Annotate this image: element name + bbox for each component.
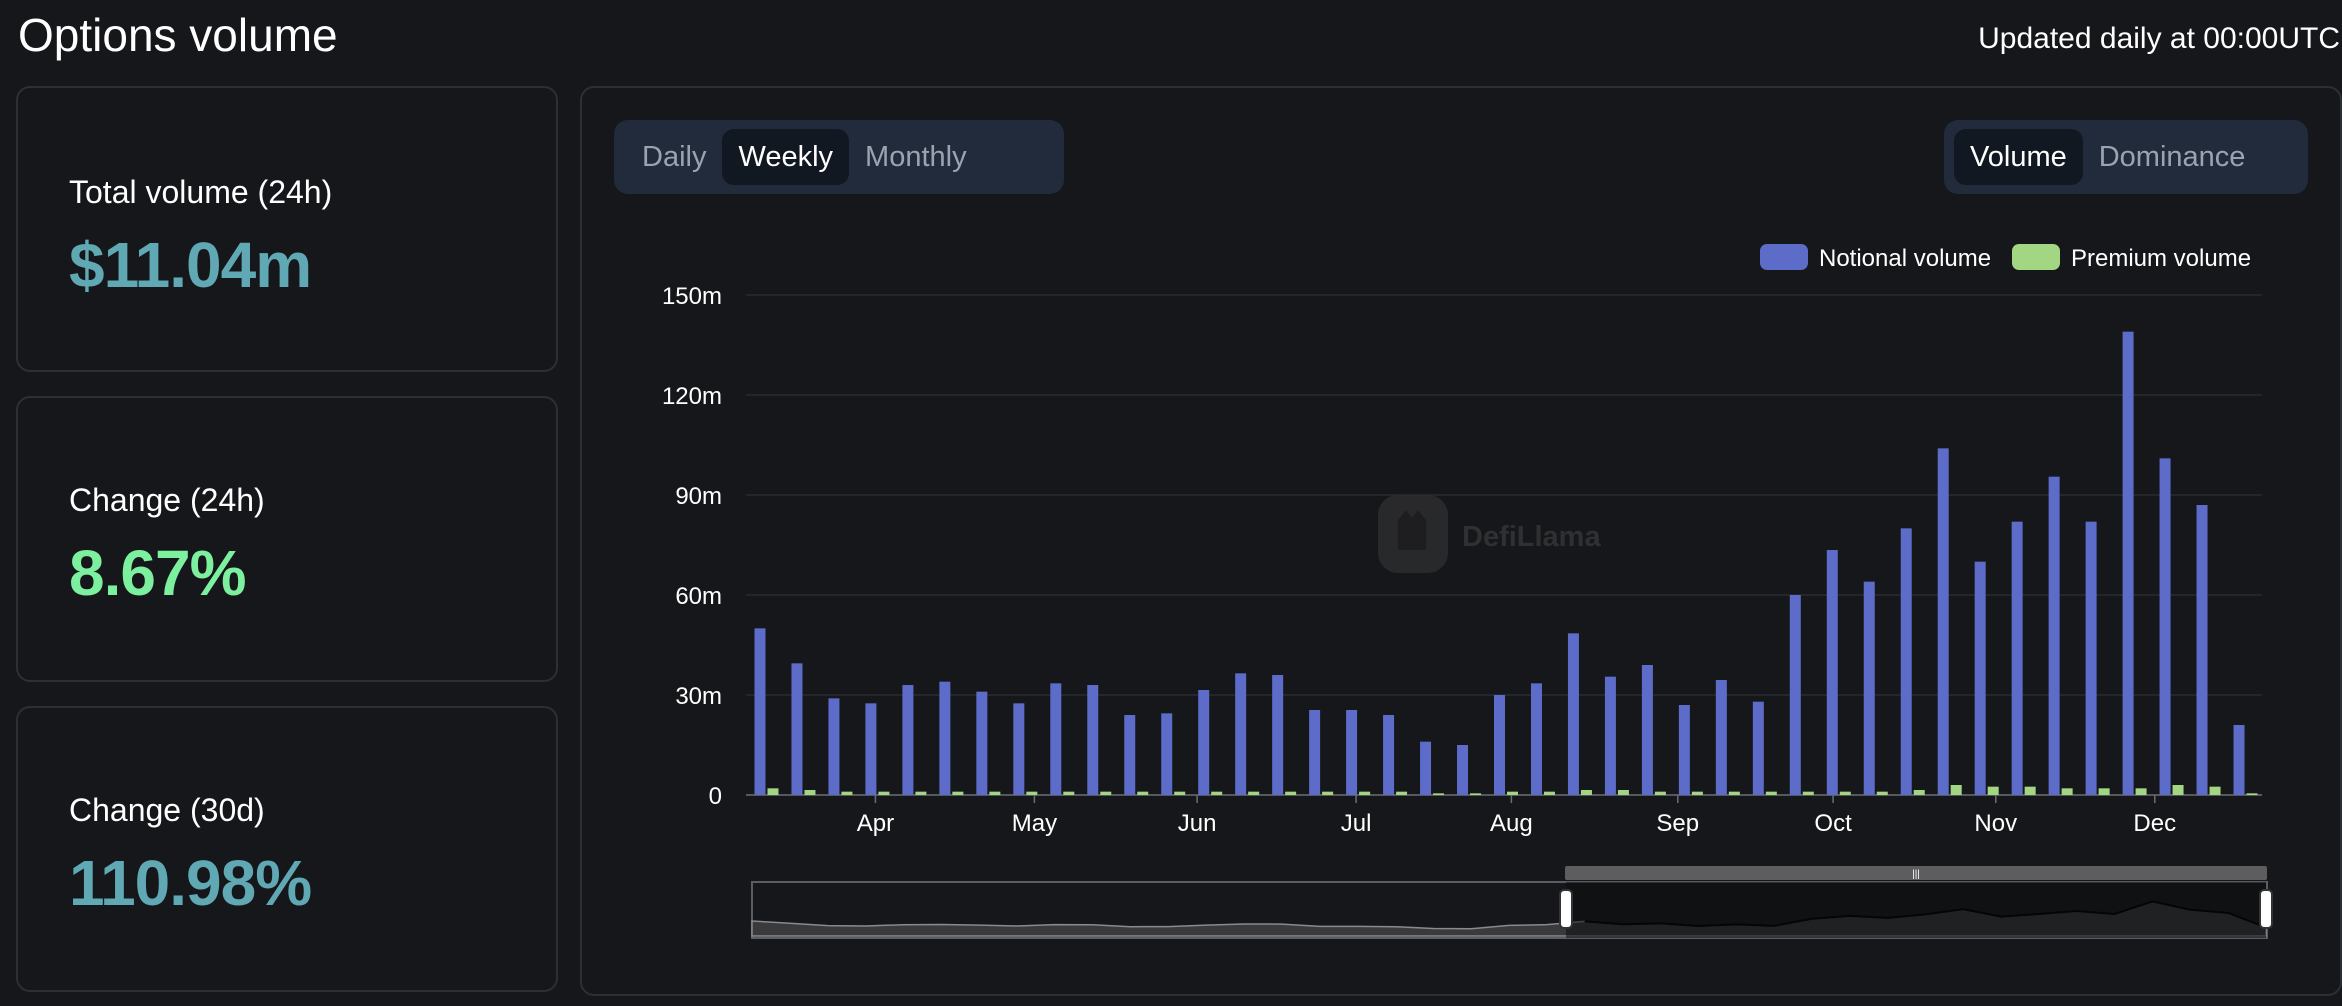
stat-label: Total volume (24h) (69, 174, 333, 210)
update-notice: Updated daily at 00:00UTC (1978, 22, 2340, 55)
view-dominance-button[interactable]: Dominance (2098, 141, 2246, 173)
view-volume-button[interactable]: Volume (1954, 129, 2083, 185)
chart-panel: Daily Weekly Monthly Volume Dominance (580, 86, 2342, 996)
page-title: Options volume (18, 9, 338, 61)
period-toggle: Daily Weekly Monthly (614, 120, 1064, 194)
stat-card-change-30d: Change (30d) 110.98% (16, 706, 558, 992)
stat-value: 8.67% (69, 537, 246, 609)
period-monthly-button[interactable]: Monthly (865, 141, 967, 173)
stat-label: Change (30d) (69, 792, 265, 828)
view-toggle: Volume Dominance (1944, 120, 2308, 194)
stat-card-total-volume: Total volume (24h) $11.04m (16, 86, 558, 372)
period-weekly-button[interactable]: Weekly (722, 129, 850, 185)
stat-card-change-24h: Change (24h) 8.67% (16, 396, 558, 682)
stat-value: 110.98% (69, 847, 312, 919)
period-daily-button[interactable]: Daily (642, 141, 707, 173)
stat-value: $11.04m (69, 229, 312, 301)
stat-label: Change (24h) (69, 482, 265, 518)
